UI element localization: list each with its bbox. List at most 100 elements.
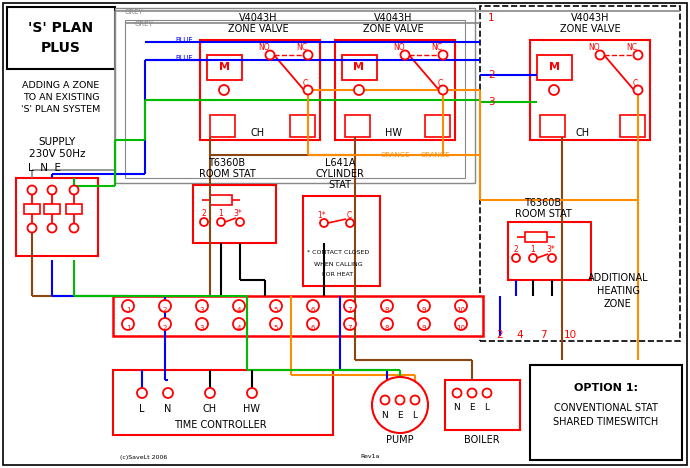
- Text: C: C: [302, 79, 308, 88]
- Circle shape: [453, 388, 462, 397]
- Text: ROOM STAT: ROOM STAT: [515, 209, 571, 219]
- Text: 1: 1: [126, 325, 130, 331]
- Text: ROOM STAT: ROOM STAT: [199, 169, 255, 179]
- Text: * CONTACT CLOSED: * CONTACT CLOSED: [307, 250, 369, 256]
- Text: ZONE: ZONE: [604, 299, 632, 309]
- Circle shape: [346, 219, 354, 227]
- Text: PUMP: PUMP: [386, 435, 414, 445]
- Text: L: L: [484, 403, 489, 412]
- Text: OPTION 1:: OPTION 1:: [574, 383, 638, 393]
- Text: CYLINDER: CYLINDER: [315, 169, 364, 179]
- Bar: [115, 8, 475, 183]
- Text: L: L: [139, 404, 145, 414]
- Circle shape: [200, 218, 208, 226]
- Bar: [207, 55, 242, 80]
- Text: 2: 2: [163, 325, 167, 331]
- Text: C: C: [632, 79, 638, 88]
- Text: L: L: [413, 410, 417, 419]
- Circle shape: [354, 85, 364, 95]
- Circle shape: [595, 51, 604, 59]
- Circle shape: [233, 318, 245, 330]
- Bar: [7, 7, 115, 69]
- Text: N: N: [164, 404, 172, 414]
- Circle shape: [418, 318, 430, 330]
- Text: BLUE: BLUE: [175, 37, 193, 43]
- Circle shape: [137, 388, 147, 398]
- Circle shape: [633, 51, 642, 59]
- Text: M: M: [219, 62, 230, 72]
- Text: SUPPLY: SUPPLY: [39, 137, 76, 147]
- Circle shape: [196, 318, 208, 330]
- Bar: [335, 40, 455, 140]
- Text: (c)SaveLt 2006: (c)SaveLt 2006: [120, 454, 167, 460]
- Text: L641A: L641A: [325, 158, 355, 168]
- Text: M: M: [353, 62, 364, 72]
- Text: CH: CH: [251, 128, 265, 138]
- Text: C: C: [346, 211, 352, 219]
- Text: L  N  E: L N E: [28, 163, 61, 173]
- Bar: [66, 204, 82, 214]
- Text: NO: NO: [393, 44, 405, 52]
- Circle shape: [270, 318, 282, 330]
- Circle shape: [307, 318, 319, 330]
- Text: 'S' PLAN: 'S' PLAN: [28, 21, 94, 35]
- Circle shape: [28, 185, 37, 195]
- Circle shape: [247, 388, 257, 398]
- Bar: [480, 6, 680, 341]
- Text: ZONE VALVE: ZONE VALVE: [560, 24, 620, 34]
- Bar: [44, 204, 60, 214]
- Text: 3*: 3*: [234, 209, 242, 218]
- Text: 2: 2: [201, 209, 206, 218]
- Text: V4043H: V4043H: [571, 13, 609, 23]
- Bar: [537, 55, 572, 80]
- Circle shape: [122, 300, 134, 312]
- Text: 1: 1: [126, 307, 130, 313]
- Text: 2: 2: [488, 70, 495, 80]
- Circle shape: [122, 318, 134, 330]
- Circle shape: [266, 51, 275, 59]
- Circle shape: [439, 51, 448, 59]
- Text: BOILER: BOILER: [464, 435, 500, 445]
- Text: HW: HW: [244, 404, 261, 414]
- Circle shape: [217, 218, 225, 226]
- Text: 2: 2: [513, 246, 518, 255]
- Bar: [620, 115, 645, 137]
- Bar: [530, 40, 650, 140]
- Text: GREY: GREY: [125, 9, 144, 15]
- Bar: [113, 296, 483, 336]
- Text: NC: NC: [627, 44, 638, 52]
- Text: V4043H: V4043H: [239, 13, 277, 23]
- Circle shape: [380, 395, 389, 404]
- Circle shape: [549, 85, 559, 95]
- Text: 5: 5: [274, 307, 278, 313]
- Text: 3: 3: [488, 97, 495, 107]
- Bar: [193, 185, 276, 243]
- Bar: [508, 222, 591, 280]
- Bar: [425, 115, 450, 137]
- Circle shape: [344, 318, 356, 330]
- Text: SHARED TIMESWITCH: SHARED TIMESWITCH: [553, 417, 659, 427]
- Text: CONVENTIONAL STAT: CONVENTIONAL STAT: [554, 403, 658, 413]
- Circle shape: [468, 388, 477, 397]
- Circle shape: [395, 395, 404, 404]
- Text: 8: 8: [385, 325, 389, 331]
- Circle shape: [548, 254, 556, 262]
- Text: TO AN EXISTING: TO AN EXISTING: [23, 93, 99, 102]
- Text: TIME CONTROLLER: TIME CONTROLLER: [174, 420, 266, 430]
- Circle shape: [320, 219, 328, 227]
- Circle shape: [159, 300, 171, 312]
- Bar: [290, 115, 315, 137]
- Text: ZONE VALVE: ZONE VALVE: [363, 24, 423, 34]
- Text: ORANGE: ORANGE: [420, 152, 450, 158]
- Text: HW: HW: [384, 128, 402, 138]
- Circle shape: [439, 86, 448, 95]
- Text: 1: 1: [219, 209, 224, 218]
- Circle shape: [205, 388, 215, 398]
- Bar: [113, 370, 333, 435]
- Text: V4043H: V4043H: [374, 13, 412, 23]
- Text: 2: 2: [497, 330, 503, 340]
- Bar: [210, 115, 235, 137]
- Circle shape: [633, 86, 642, 95]
- Bar: [210, 195, 232, 205]
- Text: T6360B: T6360B: [208, 158, 246, 168]
